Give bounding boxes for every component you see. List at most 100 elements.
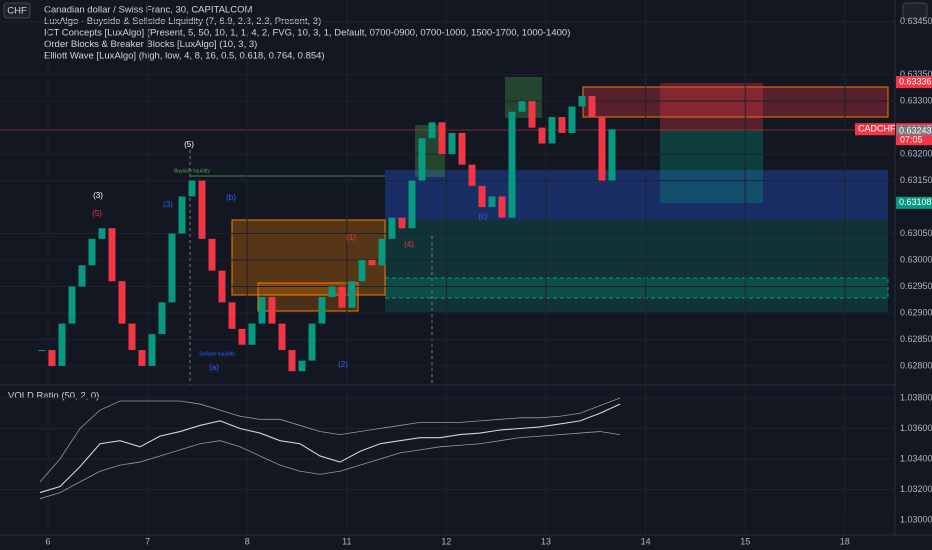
- candle: [278, 323, 286, 351]
- candle: [298, 360, 306, 372]
- ob-zone: [384, 277, 889, 299]
- y-tick-label: 1.038000: [900, 392, 932, 402]
- candle: [358, 260, 366, 282]
- symbol-tag-box: [855, 123, 895, 136]
- candle: [168, 233, 176, 303]
- candle: [58, 323, 66, 366]
- wave-label: (3): [163, 200, 173, 209]
- candle: [428, 122, 436, 139]
- y-tick-label: 1.036000: [900, 423, 932, 433]
- candle: [528, 101, 536, 128]
- candle: [518, 101, 526, 112]
- price-label: 0.63243: [899, 126, 932, 136]
- wave-label: (2): [338, 360, 348, 369]
- candle: [488, 196, 496, 208]
- candle: [118, 281, 126, 324]
- y-tick-label: 0.63450: [900, 16, 932, 26]
- x-tick-label: 7: [145, 536, 150, 546]
- candle: [268, 297, 276, 324]
- candle: [588, 95, 596, 118]
- x-tick-label: 15: [740, 536, 750, 546]
- candle: [98, 228, 106, 239]
- symbol-button-label[interactable]: CHF: [7, 6, 27, 17]
- indicator-line: [39, 431, 621, 500]
- price-label: 0.63108: [899, 197, 932, 207]
- countdown-box: [896, 135, 932, 146]
- countdown: 07:05: [900, 135, 923, 145]
- x-tick-label: 6: [45, 536, 50, 546]
- wave-label: (c): [478, 212, 488, 221]
- y-tick-label: 0.63350: [900, 69, 932, 79]
- x-tick-label: 14: [641, 536, 651, 546]
- price-label: 0.63336: [899, 76, 932, 86]
- legend-line: Elliott Wave [LuxAlgo] (high, low, 4, 8,…: [44, 51, 325, 62]
- candle: [38, 350, 46, 352]
- candle: [218, 270, 226, 303]
- candle: [388, 217, 396, 239]
- candle: [328, 286, 336, 298]
- y-tick-label: 1.034000: [900, 453, 932, 463]
- candle: [548, 117, 556, 144]
- candle: [368, 260, 376, 266]
- candle: [498, 196, 506, 218]
- price-label-box: [896, 76, 932, 89]
- zones: [0, 77, 895, 385]
- candle: [378, 238, 386, 266]
- candle: [508, 111, 516, 218]
- candle: [68, 286, 76, 324]
- legend-line: Canadian dollar / Swiss Franc, 30, CAPIT…: [44, 5, 252, 16]
- candle: [258, 297, 266, 324]
- candle: [418, 138, 426, 181]
- candle: [318, 297, 326, 324]
- indicator-title: VOLD Ratio (50, 2, 0): [8, 391, 99, 402]
- x-tick-label: 12: [441, 536, 451, 546]
- price-label-box: [896, 125, 932, 138]
- candle: [538, 127, 546, 144]
- candle: [148, 334, 156, 366]
- candle: [228, 302, 236, 329]
- candle: [438, 122, 446, 155]
- indicator-line: [39, 403, 621, 494]
- candle: [288, 350, 296, 372]
- candle: [88, 238, 96, 266]
- blue-zone: [385, 170, 888, 220]
- candle: [158, 302, 166, 335]
- candle: [208, 238, 216, 271]
- wave-label: (b): [226, 193, 236, 202]
- legend-line: ICT Concepts [LuxAlgo] (Present, 5, 50, …: [44, 28, 570, 39]
- candle: [478, 185, 486, 208]
- ob-zone: [385, 220, 888, 312]
- candle: [128, 323, 136, 351]
- settings-button[interactable]: [902, 2, 928, 20]
- indicator-line: [39, 397, 621, 483]
- candle: [48, 350, 56, 366]
- candle: [448, 132, 456, 155]
- stop-zone: [660, 130, 763, 203]
- x-tick-label: 18: [840, 536, 850, 546]
- target-zone: [660, 83, 763, 130]
- candle: [558, 117, 566, 133]
- candle: [598, 117, 606, 181]
- wave-label: (5): [184, 140, 194, 149]
- y-tick-label: 0.63200: [900, 148, 932, 158]
- price-label-box: [896, 196, 932, 209]
- legend-line: Order Blocks & Breaker Blocks [LuxAlgo] …: [44, 39, 257, 50]
- candle: [338, 286, 346, 308]
- y-tick-label: 1.030000: [900, 514, 932, 524]
- candle: [178, 196, 186, 234]
- candle: [138, 350, 146, 366]
- y-tick-label: 1.032000: [900, 484, 932, 494]
- wave-label: (3): [93, 191, 103, 200]
- candle: [188, 180, 196, 197]
- y-tick-label: 0.63050: [900, 228, 932, 238]
- wave-label: (5): [92, 209, 102, 218]
- candle: [78, 265, 86, 287]
- wave-label: Buyside liquidity: [174, 168, 210, 174]
- symbol-button[interactable]: [3, 2, 31, 19]
- y-tick-label: 0.62950: [900, 281, 932, 291]
- candle: [408, 180, 416, 229]
- wave-label: (4): [404, 240, 414, 249]
- x-tick-label: 8: [245, 536, 250, 546]
- candle: [248, 323, 256, 345]
